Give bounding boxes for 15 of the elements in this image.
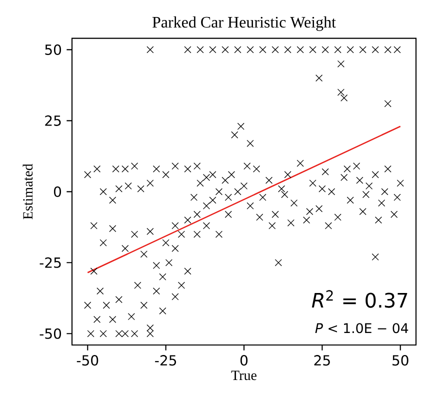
annotation: P < 1.0E − 04 <box>315 323 408 334</box>
x-tick-label: 25 <box>314 355 330 366</box>
annotation: R$^{2}$ = 0.37 <box>312 290 408 308</box>
chart-title: Parked Car Heuristic Weight <box>152 16 336 31</box>
x-tick-label: 50 <box>392 355 408 366</box>
x-tick-label: -50 <box>76 355 98 366</box>
x-axis-title: True <box>231 370 256 380</box>
y-tick-label: 25 <box>45 115 61 126</box>
y-tick-label: 0 <box>54 186 62 197</box>
y-tick-label: -25 <box>40 257 61 268</box>
x-tick-label: 0 <box>240 355 248 366</box>
x-tick-label: -25 <box>155 355 176 366</box>
y-tick-label: -50 <box>40 328 62 339</box>
y-tick-label: 50 <box>45 44 62 55</box>
y-axis-title: Estimated <box>22 164 33 220</box>
